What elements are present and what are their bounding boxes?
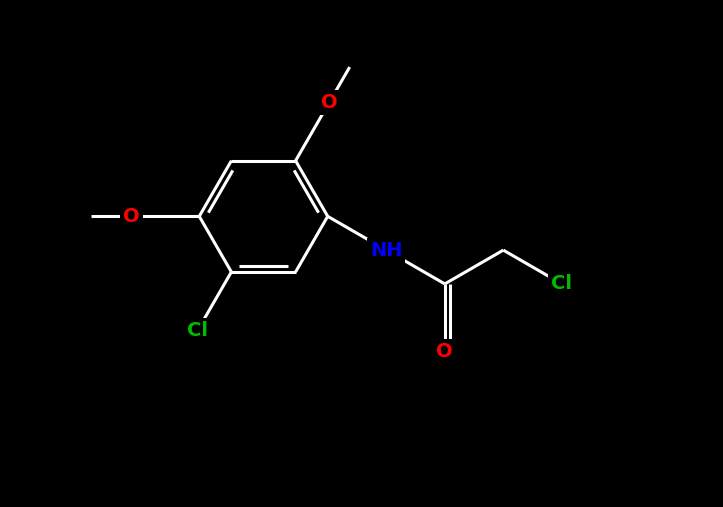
Text: O: O bbox=[437, 342, 453, 361]
Text: O: O bbox=[124, 207, 140, 226]
Text: Cl: Cl bbox=[187, 321, 208, 340]
Text: Cl: Cl bbox=[552, 274, 573, 294]
Text: NH: NH bbox=[370, 241, 403, 260]
Text: O: O bbox=[321, 93, 338, 112]
